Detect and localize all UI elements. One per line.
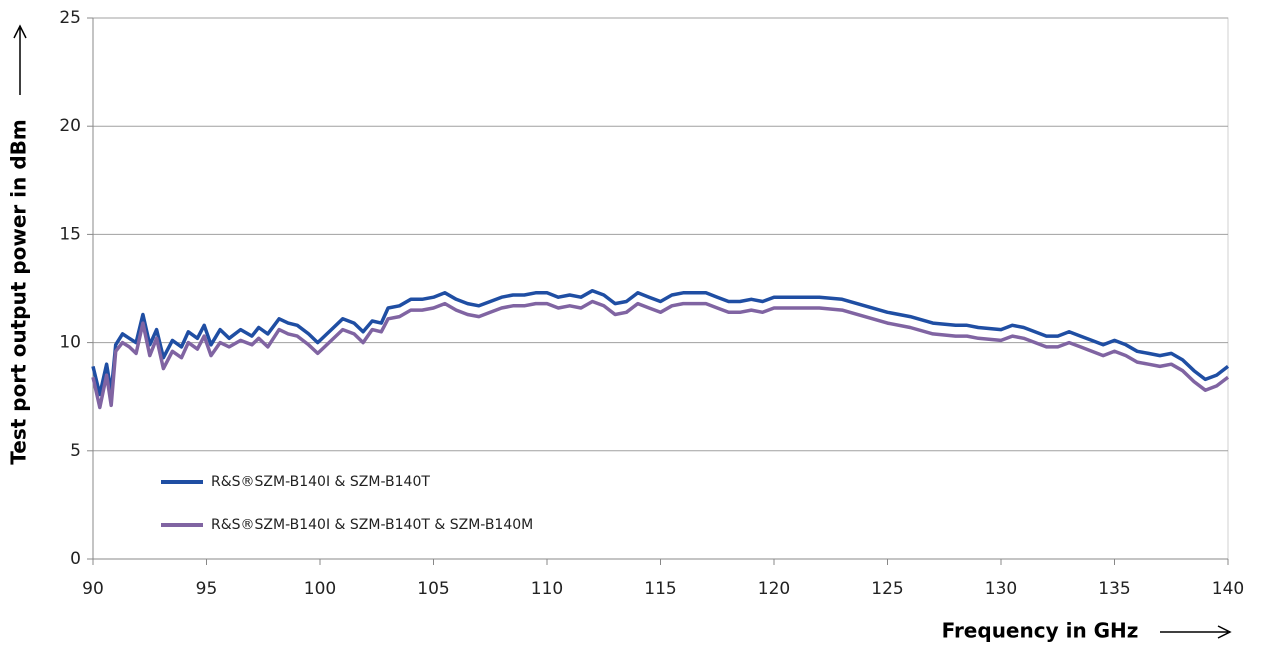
data-line — [91, 299, 1230, 410]
x-tick-label: 135 — [1098, 579, 1130, 599]
y-tick-label: 10 — [59, 333, 81, 353]
x-tick-label: 130 — [985, 579, 1017, 599]
x-tick-label: 110 — [531, 579, 563, 599]
x-tick-label: 105 — [417, 579, 449, 599]
legend-label: R&S®SZM-B140I & SZM-B140T — [211, 474, 430, 490]
x-tick-label: 120 — [758, 579, 790, 599]
x-tick-label: 95 — [196, 579, 218, 599]
y-tick-label: 5 — [70, 441, 81, 461]
y-tick-label: 0 — [70, 549, 81, 569]
x-axis-arrow — [1160, 625, 1232, 639]
x-tick-label: 140 — [1212, 579, 1244, 599]
y-axis-arrow — [13, 24, 27, 95]
y-tick-label: 20 — [59, 116, 81, 136]
x-tick-label: 100 — [304, 579, 336, 599]
x-axis-title: Frequency in GHz — [942, 619, 1139, 643]
y-tick-label: 25 — [59, 8, 81, 28]
legend-label: R&S®SZM-B140I & SZM-B140T & SZM-B140M — [211, 517, 533, 533]
y-axis-title: Test port output power in dBm — [7, 119, 31, 464]
y-tick-label: 15 — [59, 224, 81, 244]
x-tick-label: 115 — [644, 579, 676, 599]
data-line — [91, 288, 1230, 397]
x-tick-label: 90 — [82, 579, 104, 599]
x-tick-label: 125 — [871, 579, 903, 599]
